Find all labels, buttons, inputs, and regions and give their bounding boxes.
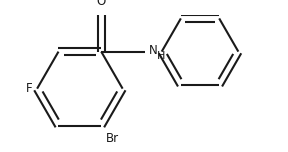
Text: N: N — [148, 44, 157, 57]
Text: O: O — [96, 0, 106, 8]
Text: H: H — [157, 51, 165, 61]
Text: F: F — [26, 82, 33, 95]
Text: Br: Br — [106, 132, 119, 145]
